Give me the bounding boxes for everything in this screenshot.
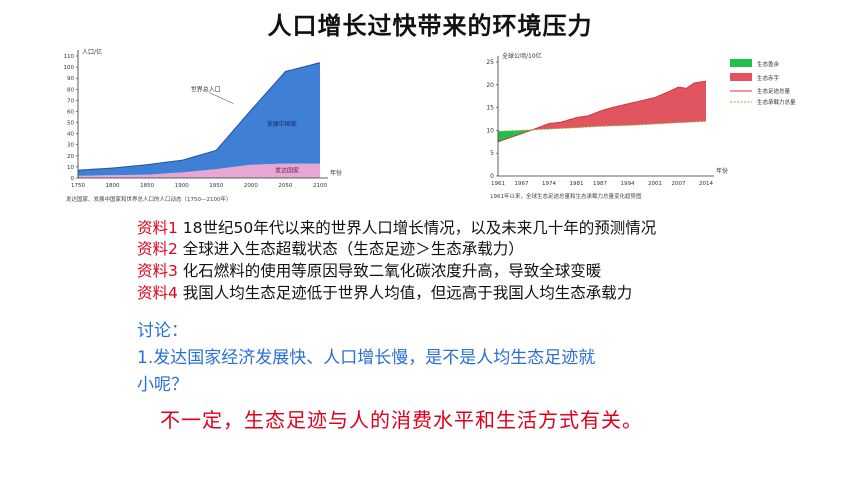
- material-tag: 资料1: [137, 219, 178, 237]
- x-tick-label: 2001: [648, 181, 662, 187]
- y-tick-label: 30: [67, 143, 74, 149]
- x-tick-label: 1974: [542, 181, 556, 187]
- y-tick-label: 10: [486, 127, 494, 134]
- material-4: 资料4 我国人均生态足迹低于世界人均值，但远高于我国人均生态承载力: [137, 283, 632, 303]
- x-tick-label: 2100: [313, 183, 327, 189]
- x-tick-label: 2050: [278, 183, 292, 189]
- y-tick-label: 110: [64, 54, 75, 60]
- material-3: 资料3 化石燃料的使用等原因导致二氧化碳浓度升高，导致全球变暖: [137, 261, 601, 281]
- material-text: 化石燃料的使用等原因导致二氧化碳浓度升高，导致全球变暖: [177, 262, 602, 280]
- material-text: 18世纪50年代以来的世界人口增长情况，以及未来几十年的预测情况: [177, 219, 657, 237]
- y-tick-label: 50: [67, 121, 74, 127]
- y-axis-label: 全球公顷/10亿: [502, 52, 542, 60]
- population-chart: 0 10 20 30 40 50 60 70 80 90 100 110 1750 1800 1850 190…: [64, 48, 343, 203]
- legend-swatch-deficit: [730, 73, 752, 81]
- x-tick-label: 2007: [672, 181, 686, 187]
- material-tag: 资料3: [137, 262, 178, 280]
- x-tick-label: 1961: [491, 181, 505, 187]
- page-title: 人口增长过快带来的环境压力: [267, 12, 593, 40]
- chart-caption: 发达国家、发展中国家和世界总人口的人口动态（1750—2100年）: [66, 195, 232, 203]
- series-label-developing: 发展中国家: [267, 120, 297, 128]
- y-tick-label: 90: [67, 76, 74, 82]
- discussion-question-line2: 小呢？: [137, 375, 188, 395]
- y-tick-label: 80: [67, 87, 74, 93]
- x-axis-label: 年份: [330, 169, 342, 177]
- material-tag: 资料4: [137, 284, 178, 302]
- discussion-question-line1: 1.发达国家经济发展快、人口增长慢，是不是人均生态足迹就: [137, 348, 596, 368]
- y-tick-label: 20: [67, 154, 74, 160]
- footprint-chart: 0 5 10 15 20 25 1961 1967 1974 1981 1987 1994 2001 20…: [486, 52, 796, 200]
- x-tick-label: 1750: [71, 183, 85, 189]
- material-2: 资料2 全球进入生态超载状态（生态足迹＞生态承载力）: [137, 239, 524, 259]
- annotation-world-total: 世界总人口: [191, 85, 221, 93]
- x-tick-label: 2014: [699, 181, 713, 187]
- material-tag: 资料2: [137, 240, 178, 258]
- ecological-deficit-area: [533, 81, 706, 130]
- annotation-leader: [209, 92, 234, 104]
- legend-label-footprint: 生态足迹总量: [757, 87, 791, 95]
- x-tick-label: 1981: [569, 181, 583, 187]
- material-1: 资料1 18世纪50年代以来的世界人口增长情况，以及未来几十年的预测情况: [137, 218, 656, 238]
- y-axis-label: 人口/亿: [82, 48, 102, 56]
- y-tick-label: 0: [71, 176, 75, 182]
- y-tick-label: 40: [67, 132, 74, 138]
- legend-label-surplus: 生态盈余: [757, 60, 780, 68]
- y-tick-label: 20: [486, 82, 494, 89]
- discussion-label: 讨论：: [137, 321, 188, 341]
- chart-caption: 1961年以来，全球生态足迹总量和生态承载力总量变化趋势图: [490, 192, 642, 200]
- legend-label-biocapacity: 生态承载力总量: [757, 98, 796, 106]
- x-tick-label: 1994: [621, 181, 635, 187]
- y-tick-label: 70: [67, 98, 74, 104]
- y-tick-label: 0: [490, 173, 494, 180]
- x-tick-label: 1967: [515, 181, 529, 187]
- y-tick-label: 10: [67, 165, 74, 171]
- series-label-developed: 发达国家: [275, 166, 299, 174]
- x-tick-label: 1850: [140, 183, 154, 189]
- series-area-developing: [78, 62, 320, 176]
- footprint-line: [497, 80, 707, 143]
- y-tick-label: 5: [490, 150, 494, 157]
- y-tick-label: 60: [67, 109, 74, 115]
- x-tick-label: 1950: [209, 183, 223, 189]
- y-tick-label: 15: [486, 105, 494, 112]
- x-tick-label: 1900: [175, 183, 189, 189]
- legend-swatch-surplus: [730, 59, 752, 67]
- answer-text: 不一定，生态足迹与人的消费水平和生活方式有关。: [160, 408, 643, 432]
- x-tick-label: 1987: [593, 181, 607, 187]
- world-total-line: [77, 62, 321, 171]
- y-tick-label: 100: [64, 65, 75, 71]
- material-text: 我国人均生态足迹低于世界人均值，但远高于我国人均生态承载力: [177, 284, 633, 302]
- x-axis-label: 年份: [716, 167, 728, 175]
- x-tick-label: 2000: [244, 183, 258, 189]
- material-text: 全球进入生态超载状态（生态足迹＞生态承载力）: [177, 240, 524, 258]
- x-tick-label: 1800: [106, 183, 120, 189]
- legend-label-deficit: 生态赤字: [757, 74, 780, 82]
- y-tick-label: 25: [486, 59, 494, 66]
